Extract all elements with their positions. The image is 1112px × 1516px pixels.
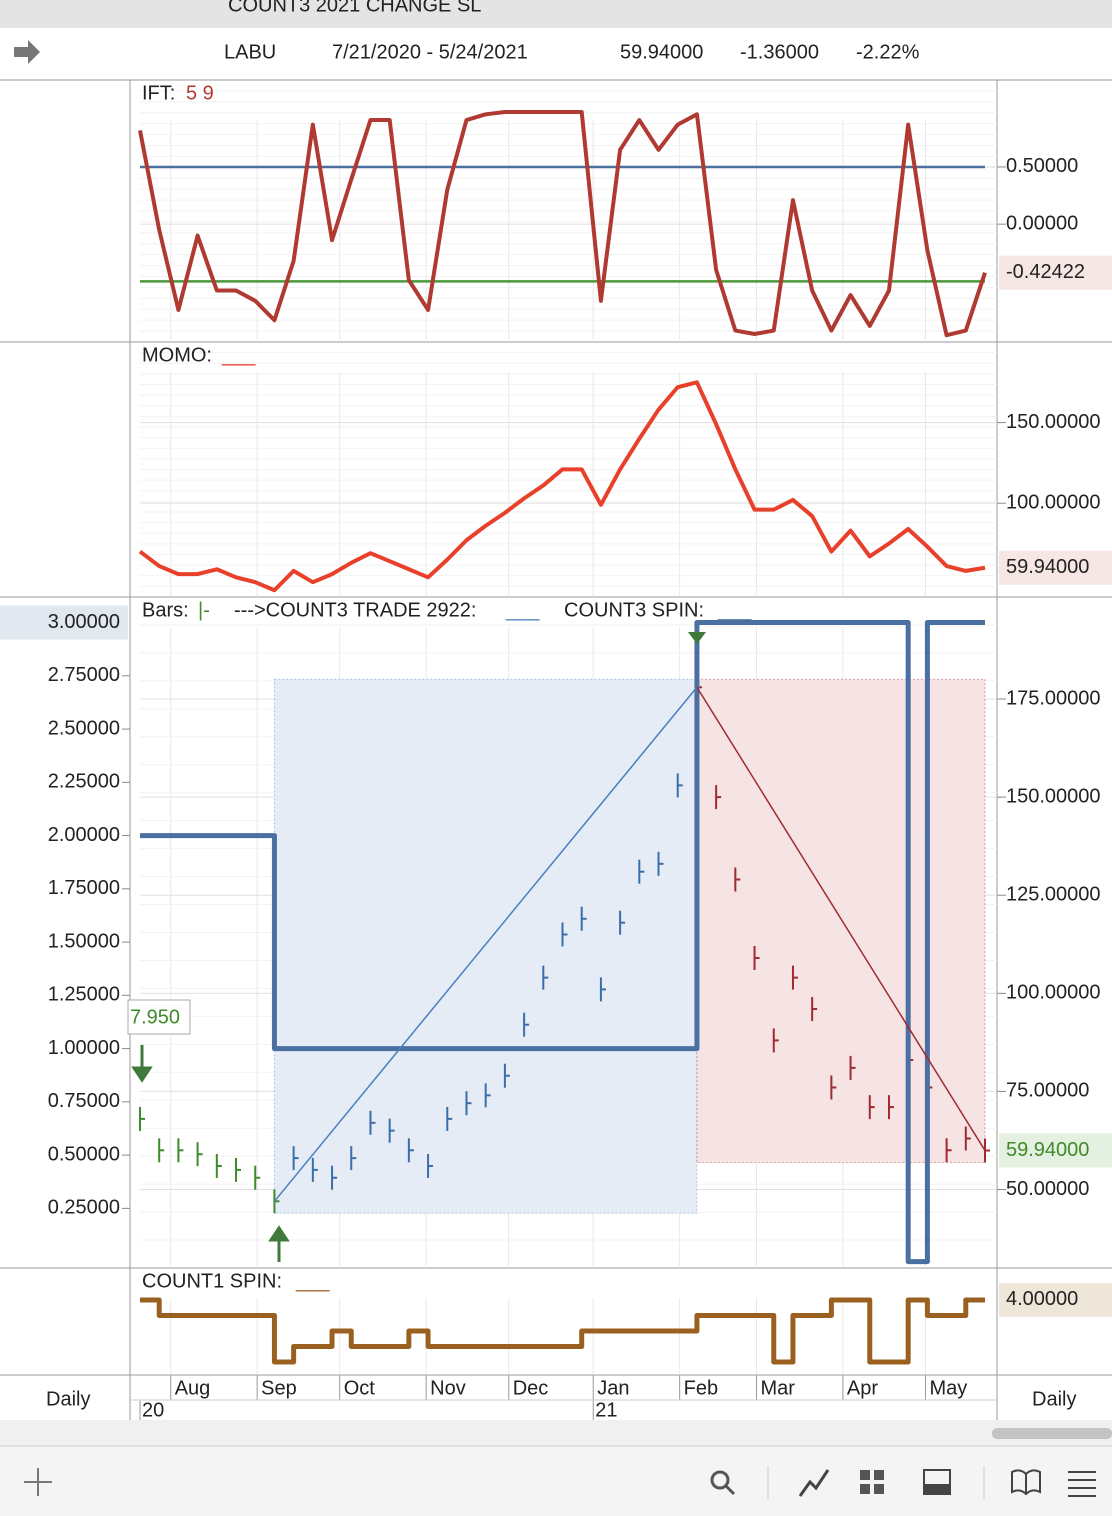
panel-label: COUNT1 SPIN: <box>142 1270 282 1292</box>
window-title: COUNT3 2021 CHANGE SL <box>228 0 481 16</box>
y-tick-label: 175.00000 <box>1006 687 1101 709</box>
step-line <box>140 1297 985 1365</box>
panel-label: COUNT3 SPIN: <box>564 599 704 621</box>
search-icon[interactable] <box>710 1470 730 1490</box>
last-value-box <box>999 1282 1112 1317</box>
x-tick-label: Sep <box>261 1377 297 1399</box>
y2-tick-label: 0.50000 <box>48 1143 120 1165</box>
last-value-label: -0.42422 <box>1006 261 1085 283</box>
arrow-icon[interactable] <box>14 40 40 64</box>
trade-line <box>696 686 986 1151</box>
x-tick-label: Dec <box>513 1377 549 1399</box>
date-range: 7/21/2020 - 5/24/2021 <box>332 41 528 63</box>
x-tick-label: Mar <box>760 1377 795 1399</box>
y-tick-label: 75.00000 <box>1006 1080 1089 1102</box>
y2-tick-label: 1.00000 <box>48 1037 120 1059</box>
trade-zone <box>696 678 986 1164</box>
x-tick-label: Jan <box>597 1377 629 1399</box>
buy-arrow <box>131 1045 153 1083</box>
x-tick-label: Aug <box>175 1377 211 1399</box>
indicator-line <box>138 380 986 593</box>
panel-label: ___ <box>717 599 752 621</box>
panel-label: ___ <box>505 599 540 621</box>
year-label: 21 <box>595 1399 617 1421</box>
annotation-box <box>127 999 191 1035</box>
y-tick-label: 100.00000 <box>1006 491 1101 513</box>
interval-right[interactable]: Daily <box>1032 1388 1076 1410</box>
y2-tick-label: 1.25000 <box>48 984 120 1006</box>
book-icon[interactable] <box>1011 1469 1041 1496</box>
last-value-label: 59.94000 <box>1006 1139 1089 1161</box>
panel-label: MOMO: <box>142 344 212 366</box>
symbol: LABU <box>224 41 276 63</box>
y-tick-label: 0.00000 <box>1006 212 1078 234</box>
last-value-label: 4.00000 <box>1006 1288 1078 1310</box>
title-bar <box>0 0 1112 28</box>
panel-label: Bars: <box>142 599 189 621</box>
y-tick-label: 50.00000 <box>1006 1178 1089 1200</box>
x-tick-label: May <box>929 1377 967 1399</box>
y-tick-label: 0.50000 <box>1006 155 1078 177</box>
scrollbar <box>0 1420 1112 1446</box>
y-tick-label: 150.00000 <box>1006 785 1101 807</box>
bottom-toolbar <box>0 1446 1112 1516</box>
indicator-line <box>138 110 987 338</box>
x-tick-label: Feb <box>684 1377 718 1399</box>
last-value-label: 59.94000 <box>1006 556 1089 578</box>
y2-tick-label: 0.75000 <box>48 1090 120 1112</box>
y2-tick-label: 2.75000 <box>48 664 120 686</box>
trade-line <box>273 686 698 1202</box>
line-icon[interactable] <box>798 1469 830 1497</box>
y2-tick-label: 2.50000 <box>48 717 120 739</box>
panel-label: |- <box>198 599 210 621</box>
search-handle <box>724 1484 736 1496</box>
panel-label: ___ <box>221 344 256 366</box>
trade-zone <box>273 678 698 1214</box>
last-price: 59.94000 <box>620 41 703 63</box>
sell-arrow <box>688 632 706 644</box>
y-tick-label: 150.00000 <box>1006 411 1101 433</box>
add-icon[interactable] <box>24 1468 52 1496</box>
x-tick-label: Nov <box>430 1377 466 1399</box>
last-value-box <box>999 550 1112 585</box>
change: -1.36000 <box>740 41 819 63</box>
x-tick-label: Oct <box>344 1377 376 1399</box>
plots: 0.50000 0.00000 IFT: 5 9 -0.42422 150.00000 10… <box>0 82 1112 1421</box>
annotation: 7.950 <box>130 1006 180 1028</box>
y2-tick-label: 1.75000 <box>48 877 120 899</box>
panel-label: ___ <box>295 1270 330 1292</box>
menu-icon[interactable] <box>1068 1471 1096 1497</box>
toolbar <box>0 28 1112 80</box>
layout-icon-fill <box>924 1484 950 1494</box>
last-value-label: 3.00000 <box>48 611 120 633</box>
interval-left[interactable]: Daily <box>46 1388 90 1410</box>
x-tick-label: Apr <box>847 1377 878 1399</box>
y2-tick-label: 2.00000 <box>48 824 120 846</box>
last-value-box <box>0 605 128 640</box>
change-pct: -2.22% <box>856 41 920 63</box>
y-tick-label: 100.00000 <box>1006 982 1101 1004</box>
last-value-box <box>999 255 1112 290</box>
panel-label: --->COUNT3 TRADE 2922: <box>234 599 476 621</box>
y-tick-label: 125.00000 <box>1006 884 1101 906</box>
panel-label: 5 9 <box>186 82 214 104</box>
panel-label: IFT: <box>142 82 175 104</box>
grid-icon[interactable] <box>860 1470 884 1494</box>
y2-tick-label: 2.25000 <box>48 771 120 793</box>
buy-arrow <box>268 1225 290 1262</box>
step-line <box>140 620 985 1265</box>
last-value-box <box>999 1133 1112 1168</box>
year-label: 20 <box>142 1399 164 1421</box>
y2-tick-label: 0.25000 <box>48 1197 120 1219</box>
scroll-thumb[interactable] <box>992 1428 1112 1439</box>
y2-tick-label: 1.50000 <box>48 930 120 952</box>
